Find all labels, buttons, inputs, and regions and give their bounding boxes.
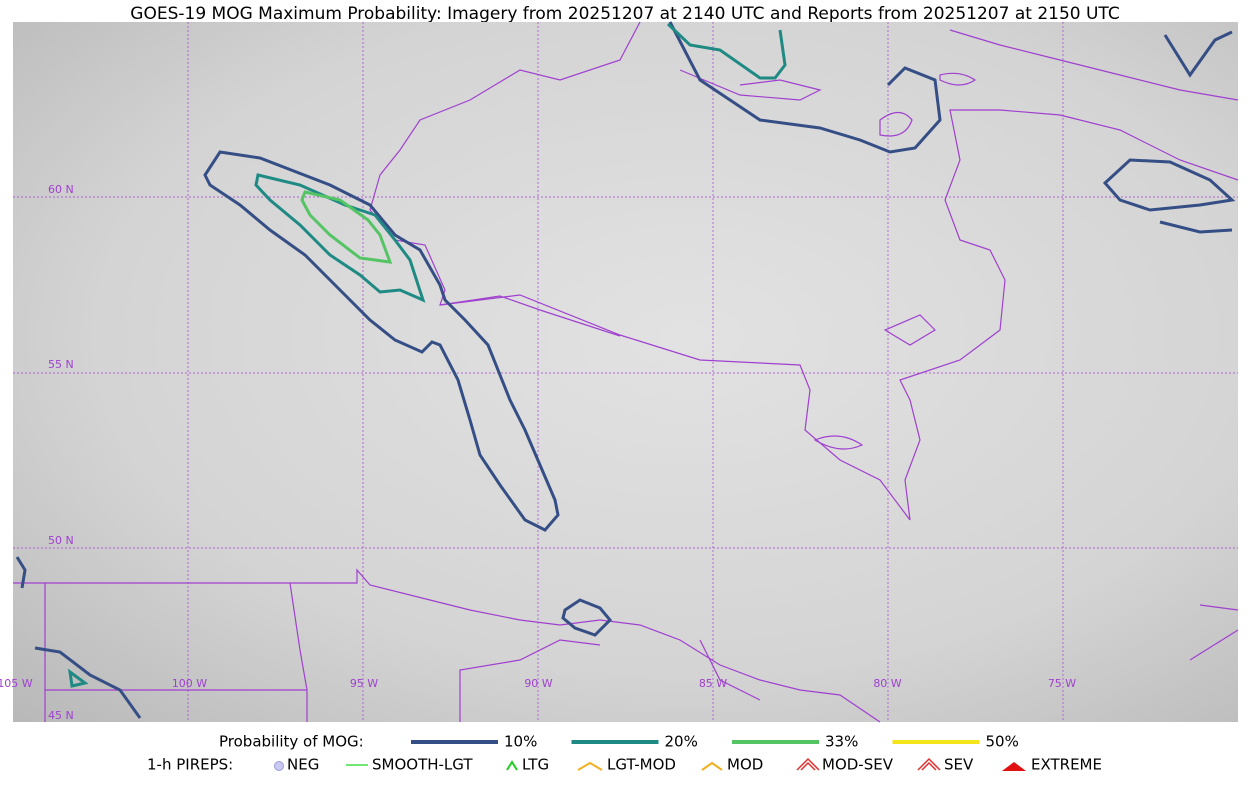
satellite-imagery — [13, 22, 1238, 722]
legend-label: 33% — [825, 733, 858, 751]
lat-label: 60 N — [48, 183, 74, 196]
lon-label: 75 W — [1048, 677, 1076, 690]
pirep-symbol — [1002, 762, 1026, 771]
lon-label: 100 W — [172, 677, 207, 690]
lat-label: 50 N — [48, 534, 74, 547]
pirep-label: LGT-MOD — [607, 756, 676, 774]
legend-label: 10% — [504, 733, 537, 751]
pirep-label: EXTREME — [1031, 756, 1102, 774]
pirep-label: LTG — [522, 756, 549, 774]
pirep-symbol — [274, 761, 284, 771]
pirep-label: MOD — [727, 756, 763, 774]
pirep-symbol — [506, 760, 518, 771]
lon-label: 90 W — [524, 677, 552, 690]
pirep-label: SEV — [944, 756, 974, 774]
lat-label: 55 N — [48, 358, 74, 371]
pirep-label: SMOOTH-LGT — [372, 756, 473, 774]
legend-heading: Probability of MOG: — [219, 733, 364, 751]
coastlines — [13, 21, 1239, 723]
legend-label: 20% — [665, 733, 698, 751]
legend-heading: 1-h PIREPS: — [147, 756, 233, 774]
pirep-symbol — [701, 761, 723, 771]
legend-label: 50% — [986, 733, 1019, 751]
lon-label: 95 W — [350, 677, 378, 690]
pirep-label: NEG — [287, 756, 319, 774]
pirep-label: MOD-SEV — [822, 756, 894, 774]
lon-label: 85 W — [699, 677, 727, 690]
lon-label: 80 W — [873, 677, 901, 690]
pirep-symbol — [796, 757, 820, 771]
title: GOES-19 MOG Maximum Probability: Imagery… — [130, 4, 1119, 24]
pirep-symbol — [917, 757, 941, 771]
lat-label: 45 N — [48, 709, 74, 722]
lon-label: 105 W — [0, 677, 33, 690]
graticule — [13, 22, 1238, 722]
pirep-symbol — [577, 761, 603, 771]
mog-contours — [15, 21, 1236, 719]
